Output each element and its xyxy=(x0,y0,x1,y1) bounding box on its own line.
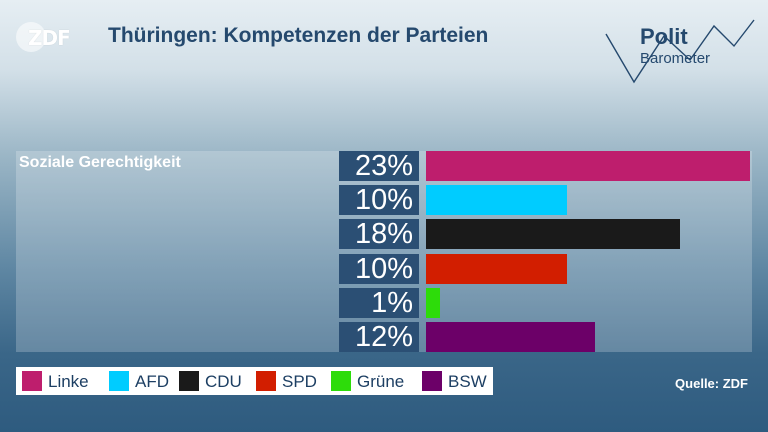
legend-label: AFD xyxy=(135,372,169,391)
legend-swatch xyxy=(109,371,129,391)
legend-label: BSW xyxy=(448,372,487,391)
politbarometer-logo-line1: Polit xyxy=(640,24,688,49)
value-label-box: 12% xyxy=(339,322,419,352)
value-label: 18% xyxy=(354,218,413,250)
value-label-box: 10% xyxy=(339,254,419,284)
value-label: 1% xyxy=(371,287,413,319)
legend-swatch xyxy=(256,371,276,391)
legend-swatch xyxy=(22,371,42,391)
value-label-box: 18% xyxy=(339,219,419,249)
legend-swatch xyxy=(331,371,351,391)
category-label: Soziale Gerechtigkeit xyxy=(19,154,181,171)
legend-label: SPD xyxy=(282,372,317,391)
value-label-box: 10% xyxy=(339,185,419,215)
bar-bsw xyxy=(426,322,595,352)
zdf-logo: ZDF xyxy=(16,22,76,52)
chart-title: Thüringen: Kompetenzen der Parteien xyxy=(108,24,489,47)
politbarometer-zigzag-icon xyxy=(605,19,755,84)
legend-swatch xyxy=(179,371,199,391)
politbarometer-logo: Polit Barometer xyxy=(604,14,756,86)
legend-label: Grüne xyxy=(357,372,405,391)
legend-label: CDU xyxy=(205,372,242,391)
bar-grüne xyxy=(426,288,440,318)
source-label: Quelle: ZDF xyxy=(675,376,748,391)
bar-linke xyxy=(426,151,750,181)
value-label: 23% xyxy=(354,150,413,182)
value-label-box: 23% xyxy=(339,151,419,181)
legend-swatch xyxy=(422,371,442,391)
bar-afd xyxy=(426,185,567,215)
value-label: 10% xyxy=(354,184,413,216)
zdf-logo-circle xyxy=(16,22,46,52)
bar-spd xyxy=(426,254,567,284)
chart-panel xyxy=(16,151,752,352)
value-label: 12% xyxy=(354,321,413,353)
value-label: 10% xyxy=(354,253,413,285)
zdf-logo-text: ZDF xyxy=(28,26,71,50)
legend: Linke AFD CDU SPD Grüne BSW xyxy=(16,367,493,395)
politbarometer-logo-line2: Barometer xyxy=(640,50,711,67)
value-label-box: 1% xyxy=(339,288,419,318)
bar-cdu xyxy=(426,219,680,249)
legend-label: Linke xyxy=(48,372,89,391)
